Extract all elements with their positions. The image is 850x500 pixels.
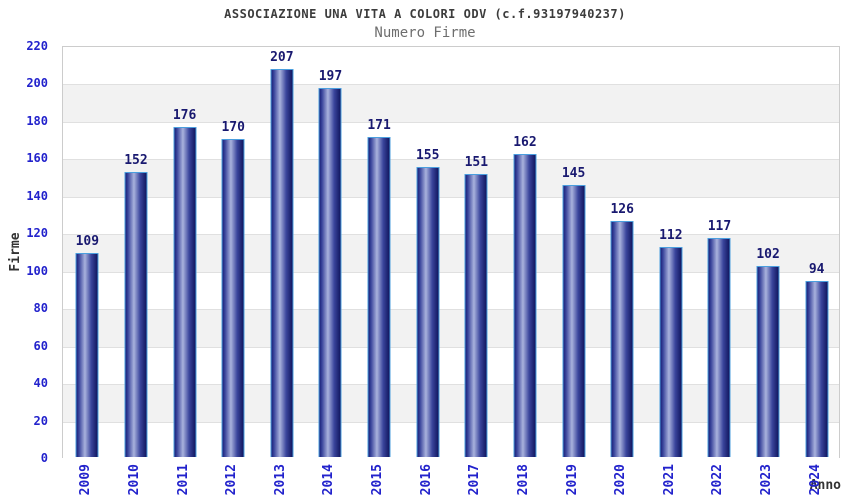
- bar-2023: [756, 265, 780, 457]
- bar-value-label: 162: [513, 134, 537, 150]
- bar-slot: 145: [549, 47, 598, 457]
- bar-value-label: 152: [124, 153, 148, 169]
- bar-2009: [75, 252, 99, 457]
- y-tick-label: 160: [26, 151, 48, 166]
- x-tick-label: 2023: [759, 464, 775, 496]
- x-tick-label: 2010: [126, 464, 142, 496]
- bar-value-label: 207: [270, 50, 294, 66]
- plot-band: [63, 84, 839, 122]
- y-tick-label: 20: [33, 413, 48, 428]
- bar-slot: 151: [452, 47, 501, 457]
- bar-slot: 102: [744, 47, 793, 457]
- y-tick-label: 0: [40, 451, 48, 465]
- bar-2018: [513, 153, 537, 457]
- bar-value-label: 197: [318, 69, 343, 85]
- bar-2021: [659, 247, 683, 457]
- bar-value-label: 112: [659, 228, 683, 244]
- y-tick-label: 100: [26, 263, 48, 278]
- bar-slot: 162: [501, 47, 550, 457]
- bar-2010: [124, 172, 148, 457]
- bar-slot: 170: [209, 47, 258, 457]
- bar-value-label: 170: [221, 119, 245, 135]
- x-tick-label: 2019: [564, 464, 580, 496]
- bar-value-label: 94: [808, 261, 825, 277]
- bar-2016: [416, 166, 440, 457]
- bar-2017: [464, 174, 488, 457]
- bar-slot: 207: [258, 47, 307, 457]
- bar-2024: [805, 280, 829, 457]
- bar-slot: 117: [695, 47, 744, 457]
- bar-value-label: 126: [610, 202, 634, 218]
- bar-2015: [367, 136, 391, 457]
- x-tick-label: 2011: [175, 464, 191, 496]
- x-tick-label: 2020: [613, 464, 629, 496]
- y-tick-label: 140: [26, 188, 48, 203]
- bar-2019: [562, 185, 586, 457]
- bar-value-label: 155: [415, 147, 440, 163]
- x-tick-label: 2018: [515, 464, 531, 496]
- bar-slot: 152: [112, 47, 161, 457]
- bar-slot: 197: [306, 47, 355, 457]
- bar-value-label: 102: [756, 246, 780, 262]
- bar-2022: [707, 237, 731, 457]
- bar-slot: 176: [160, 47, 209, 457]
- bar-value-label: 109: [75, 233, 100, 249]
- y-tick-label: 120: [26, 226, 48, 241]
- bar-slot: 126: [598, 47, 647, 457]
- chart-title: ASSOCIAZIONE UNA VITA A COLORI ODV (c.f.…: [224, 7, 626, 21]
- chart-subtitle: Numero Firme: [374, 25, 476, 41]
- plot-band: [63, 47, 839, 85]
- y-tick-label: 40: [33, 376, 48, 391]
- bar-slot: 171: [355, 47, 404, 457]
- y-tick-label: 60: [33, 338, 48, 353]
- x-tick-label: 2016: [418, 464, 434, 496]
- bar-2011: [173, 127, 197, 457]
- x-tick-label: 2017: [467, 464, 483, 496]
- bar-2012: [221, 138, 245, 457]
- bar-2013: [270, 69, 294, 457]
- bar-slot: 94: [792, 47, 841, 457]
- bar-value-label: 151: [464, 155, 489, 171]
- bar-value-label: 176: [172, 108, 197, 124]
- y-axis-ticks: 0 20 40 60 80 100 120 140 160 180 200 220: [0, 39, 56, 465]
- bar-value-label: 171: [367, 117, 391, 133]
- y-tick-label: 180: [26, 113, 48, 128]
- x-tick-label: 2022: [710, 464, 726, 496]
- x-tick-label: 2009: [78, 464, 94, 496]
- y-tick-label: 220: [26, 39, 48, 53]
- bar-2014: [318, 88, 342, 457]
- plot-area: 109 152 176 170 207 197 171 155 151 162 145 126 112 1…: [62, 46, 841, 459]
- bar-slot: 112: [647, 47, 696, 457]
- bar-value-label: 145: [561, 166, 586, 182]
- x-tick-label: 2012: [224, 464, 240, 496]
- x-axis-title: Anno: [809, 478, 841, 493]
- y-tick-label: 80: [33, 301, 48, 316]
- bar-value-label: 117: [707, 218, 732, 234]
- y-tick-label: 200: [26, 76, 48, 91]
- x-tick-label: 2024: [807, 464, 823, 496]
- x-tick-label: 2013: [272, 464, 288, 496]
- bar-slot: 155: [403, 47, 452, 457]
- x-tick-label: 2015: [370, 464, 386, 496]
- bar-2020: [610, 221, 634, 457]
- x-tick-label: 2014: [321, 464, 337, 496]
- x-tick-label: 2021: [661, 464, 677, 496]
- bar-slot: 109: [63, 47, 112, 457]
